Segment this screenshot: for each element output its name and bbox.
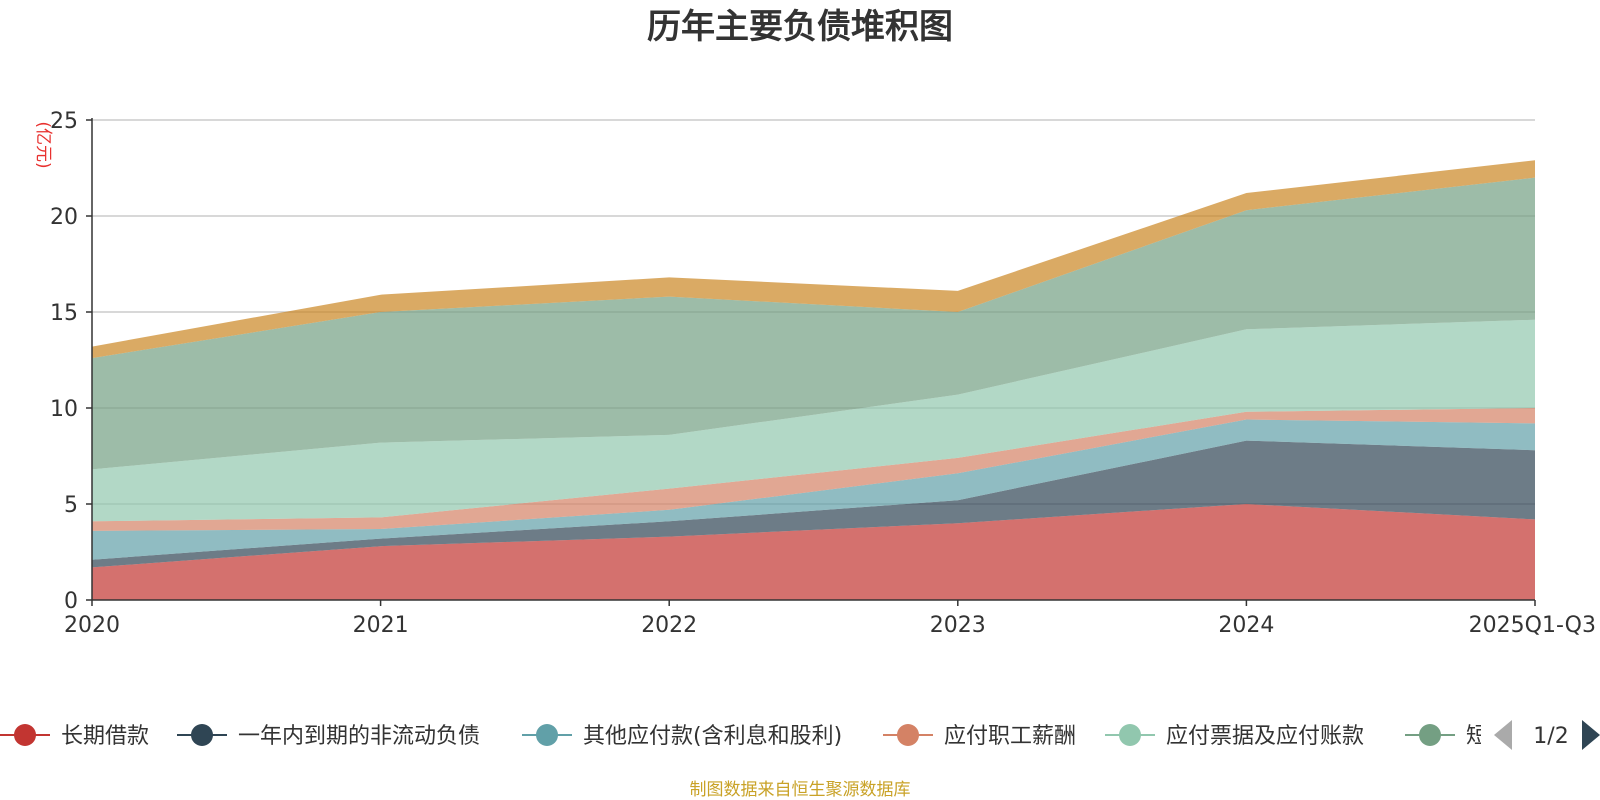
legend-item-4[interactable]: 应付职工薪酬 [883, 724, 1076, 749]
legend-label: 长期借款 [61, 724, 149, 749]
area-series-4[interactable] [92, 408, 1535, 531]
area-series-3[interactable] [92, 419, 1535, 560]
legend-page-indicator: 1/2 [1533, 724, 1568, 749]
legend-item-6[interactable]: 短 [1405, 724, 1488, 749]
y-tick-label: 25 [50, 109, 78, 134]
legend-circle-icon [14, 724, 36, 746]
y-tick-label: 15 [50, 301, 78, 326]
data-source-note: 制图数据来自恒生聚源数据库 [690, 780, 911, 800]
area-series-5[interactable] [92, 319, 1535, 522]
legend-circle-icon [897, 724, 919, 746]
legend-circle-icon [1119, 724, 1141, 746]
area-series-1[interactable] [92, 504, 1535, 600]
y-tick-label: 20 [50, 205, 78, 230]
legend-item-2[interactable]: 一年内到期的非流动负债 [177, 724, 480, 749]
x-tick-label: 2021 [353, 613, 409, 638]
area-series-6[interactable] [92, 177, 1535, 470]
area-series-2[interactable] [92, 440, 1535, 568]
area-series-group [92, 160, 1535, 600]
legend-label: 应付职工薪酬 [944, 724, 1076, 749]
legend-next-page-icon[interactable] [1582, 720, 1600, 750]
x-tick-label: 2022 [641, 613, 697, 638]
y-tick-label: 10 [50, 397, 78, 422]
y-tick-label: 5 [64, 493, 78, 518]
area-series-7[interactable] [92, 160, 1535, 359]
y-tick-label: 0 [64, 589, 78, 614]
legend-label: 应付票据及应付账款 [1166, 724, 1364, 749]
legend: 长期借款 一年内到期的非流动负债 其他应付款(含利息和股利) 应付职工薪酬 应付票据及应… [0, 710, 1600, 760]
legend-circle-icon [1419, 724, 1441, 746]
axes: 0 5 10 15 20 25 2020 2021 2022 2023 2024 2025Q1-Q3 [50, 109, 1596, 638]
legend-item-3[interactable]: 其他应付款(含利息和股利) [522, 724, 842, 749]
legend-prev-page-icon[interactable] [1494, 720, 1512, 750]
x-tick-label: 2024 [1218, 613, 1274, 638]
legend-circle-icon [191, 724, 213, 746]
x-tick-label: 2023 [930, 613, 986, 638]
chart-title: 历年主要负债堆积图 [647, 7, 953, 47]
x-tick-label: 2020 [64, 613, 120, 638]
legend-label: 其他应付款(含利息和股利) [583, 724, 842, 749]
legend-circle-icon [536, 724, 558, 746]
y-axis-unit-label: (亿元) [33, 121, 53, 168]
legend-item-1[interactable]: 长期借款 [0, 724, 149, 749]
x-tick-label: 2025Q1-Q3 [1469, 613, 1596, 638]
legend-label: 一年内到期的非流动负债 [238, 724, 480, 749]
legend-item-5[interactable]: 应付票据及应付账款 [1105, 724, 1364, 749]
